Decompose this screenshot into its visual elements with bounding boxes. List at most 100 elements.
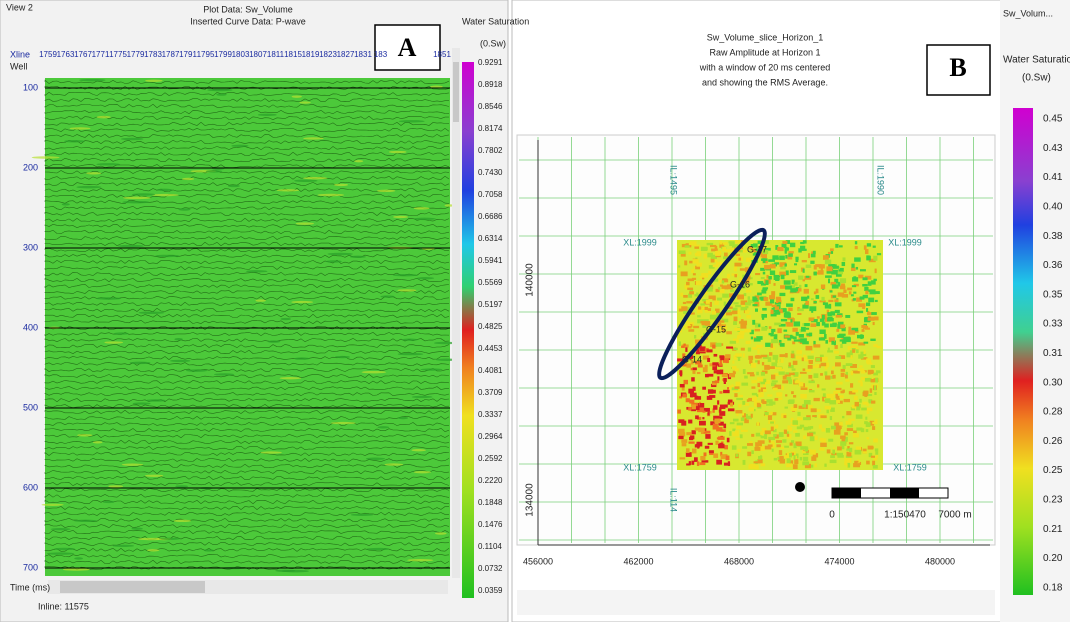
slice-pixel <box>760 354 768 358</box>
slice-pixel <box>873 372 878 376</box>
slice-pixel <box>792 318 795 323</box>
slice-pixel <box>802 450 806 454</box>
slice-pixel <box>824 365 828 370</box>
amplitude-spot <box>207 88 233 92</box>
slice-pixel <box>721 328 726 333</box>
amplitude-spot <box>325 260 342 263</box>
slice-pixel <box>685 452 692 457</box>
amplitude-spot <box>366 547 390 551</box>
xline-tick: 1775 <box>109 50 127 59</box>
slice-pixel <box>726 273 731 279</box>
slice-pixel <box>765 247 771 251</box>
slice-pixel <box>680 271 688 277</box>
slice-pixel <box>813 397 820 402</box>
xline-tick: 1767 <box>74 50 92 59</box>
amplitude-spot <box>205 170 223 173</box>
slice-pixel <box>782 308 786 312</box>
slice-pixel <box>824 398 831 403</box>
colorbar-label: 0.4453 <box>478 344 503 353</box>
slice-pixel <box>748 397 754 402</box>
slice-pixel <box>850 364 857 368</box>
amplitude-spot <box>267 340 281 343</box>
slice-pixel <box>788 365 794 369</box>
slice-pixel <box>820 356 828 362</box>
slice-pixel <box>745 306 749 309</box>
slice-pixel <box>771 380 778 383</box>
slice-pixel <box>810 260 815 264</box>
slice-pixel <box>769 352 773 356</box>
slice-pixel <box>835 274 842 277</box>
amplitude-spot <box>117 244 145 248</box>
slice-pixel <box>702 417 705 420</box>
scrollbar[interactable] <box>452 48 460 578</box>
slice-pixel <box>836 399 840 404</box>
slice-pixel <box>858 342 866 346</box>
slice-pixel <box>720 429 726 432</box>
slice-pixel <box>803 456 809 462</box>
slice-pixel <box>804 463 811 469</box>
slice-pixel <box>804 323 810 327</box>
slice-pixel <box>798 381 804 387</box>
slice-pixel <box>827 347 830 351</box>
slice-pixel <box>725 455 730 461</box>
slice-pixel <box>837 292 845 297</box>
colorbar-label: 0.8174 <box>478 124 503 133</box>
slice-pixel <box>779 458 786 464</box>
slice-pixel <box>732 360 735 364</box>
slice-pixel <box>762 258 766 263</box>
slice-pixel <box>734 274 738 278</box>
slice-pixel <box>858 303 866 308</box>
colorbar-title: Water Saturation <box>462 16 529 26</box>
scroll-thumb[interactable] <box>453 62 459 122</box>
slice-pixel <box>719 369 724 375</box>
slice-pixel <box>682 353 686 359</box>
slice-pixel <box>690 359 694 365</box>
slice-pixel <box>826 266 833 272</box>
h-scrollbar[interactable] <box>517 590 995 615</box>
slice-pixel <box>721 318 729 323</box>
slice-pixel <box>785 254 788 259</box>
h-scroll-thumb[interactable] <box>60 581 205 593</box>
amplitude-spot <box>74 557 83 560</box>
slice-pixel <box>844 373 848 379</box>
slice-pixel <box>758 455 763 460</box>
slice-pixel <box>770 309 774 315</box>
slice-pixel <box>859 269 866 272</box>
wiggle <box>44 385 449 391</box>
slice-pixel <box>752 248 759 253</box>
slice-pixel <box>717 400 720 405</box>
slice-pixel <box>864 249 869 255</box>
slice-pixel <box>707 252 713 258</box>
slice-pixel <box>735 353 742 357</box>
slice-pixel <box>792 464 798 470</box>
slice-pixel <box>768 326 772 329</box>
slice-pixel <box>732 365 737 370</box>
slice-pixel <box>694 396 702 400</box>
slice-pixel <box>752 346 758 350</box>
slice-pixel <box>815 363 820 368</box>
slice-pixel <box>720 454 726 459</box>
amplitude-spot <box>147 549 160 552</box>
slice-pixel <box>681 439 688 443</box>
slice-pixel <box>829 459 837 464</box>
slice-pixel <box>692 370 696 374</box>
slice-pixel <box>712 423 718 428</box>
slice-pixel <box>821 321 826 326</box>
colorbar-label: 0.3337 <box>478 410 503 419</box>
amplitude-spot <box>327 252 353 256</box>
amplitude-spot <box>294 357 310 360</box>
slice-pixel <box>795 379 800 384</box>
slice-pixel <box>833 447 836 451</box>
slice-pixel <box>771 307 775 311</box>
slice-pixel <box>709 301 712 307</box>
slice-pixel <box>688 388 694 394</box>
colorbar-label: 0.28 <box>1043 407 1063 418</box>
slice-pixel <box>757 360 760 365</box>
slice-pixel <box>733 347 738 351</box>
amplitude-spot <box>131 193 156 196</box>
slice-pixel <box>864 377 872 382</box>
slice-pixel <box>760 379 766 385</box>
slice-pixel <box>719 411 726 416</box>
label-box <box>926 44 991 96</box>
slice-pixel <box>715 308 720 313</box>
